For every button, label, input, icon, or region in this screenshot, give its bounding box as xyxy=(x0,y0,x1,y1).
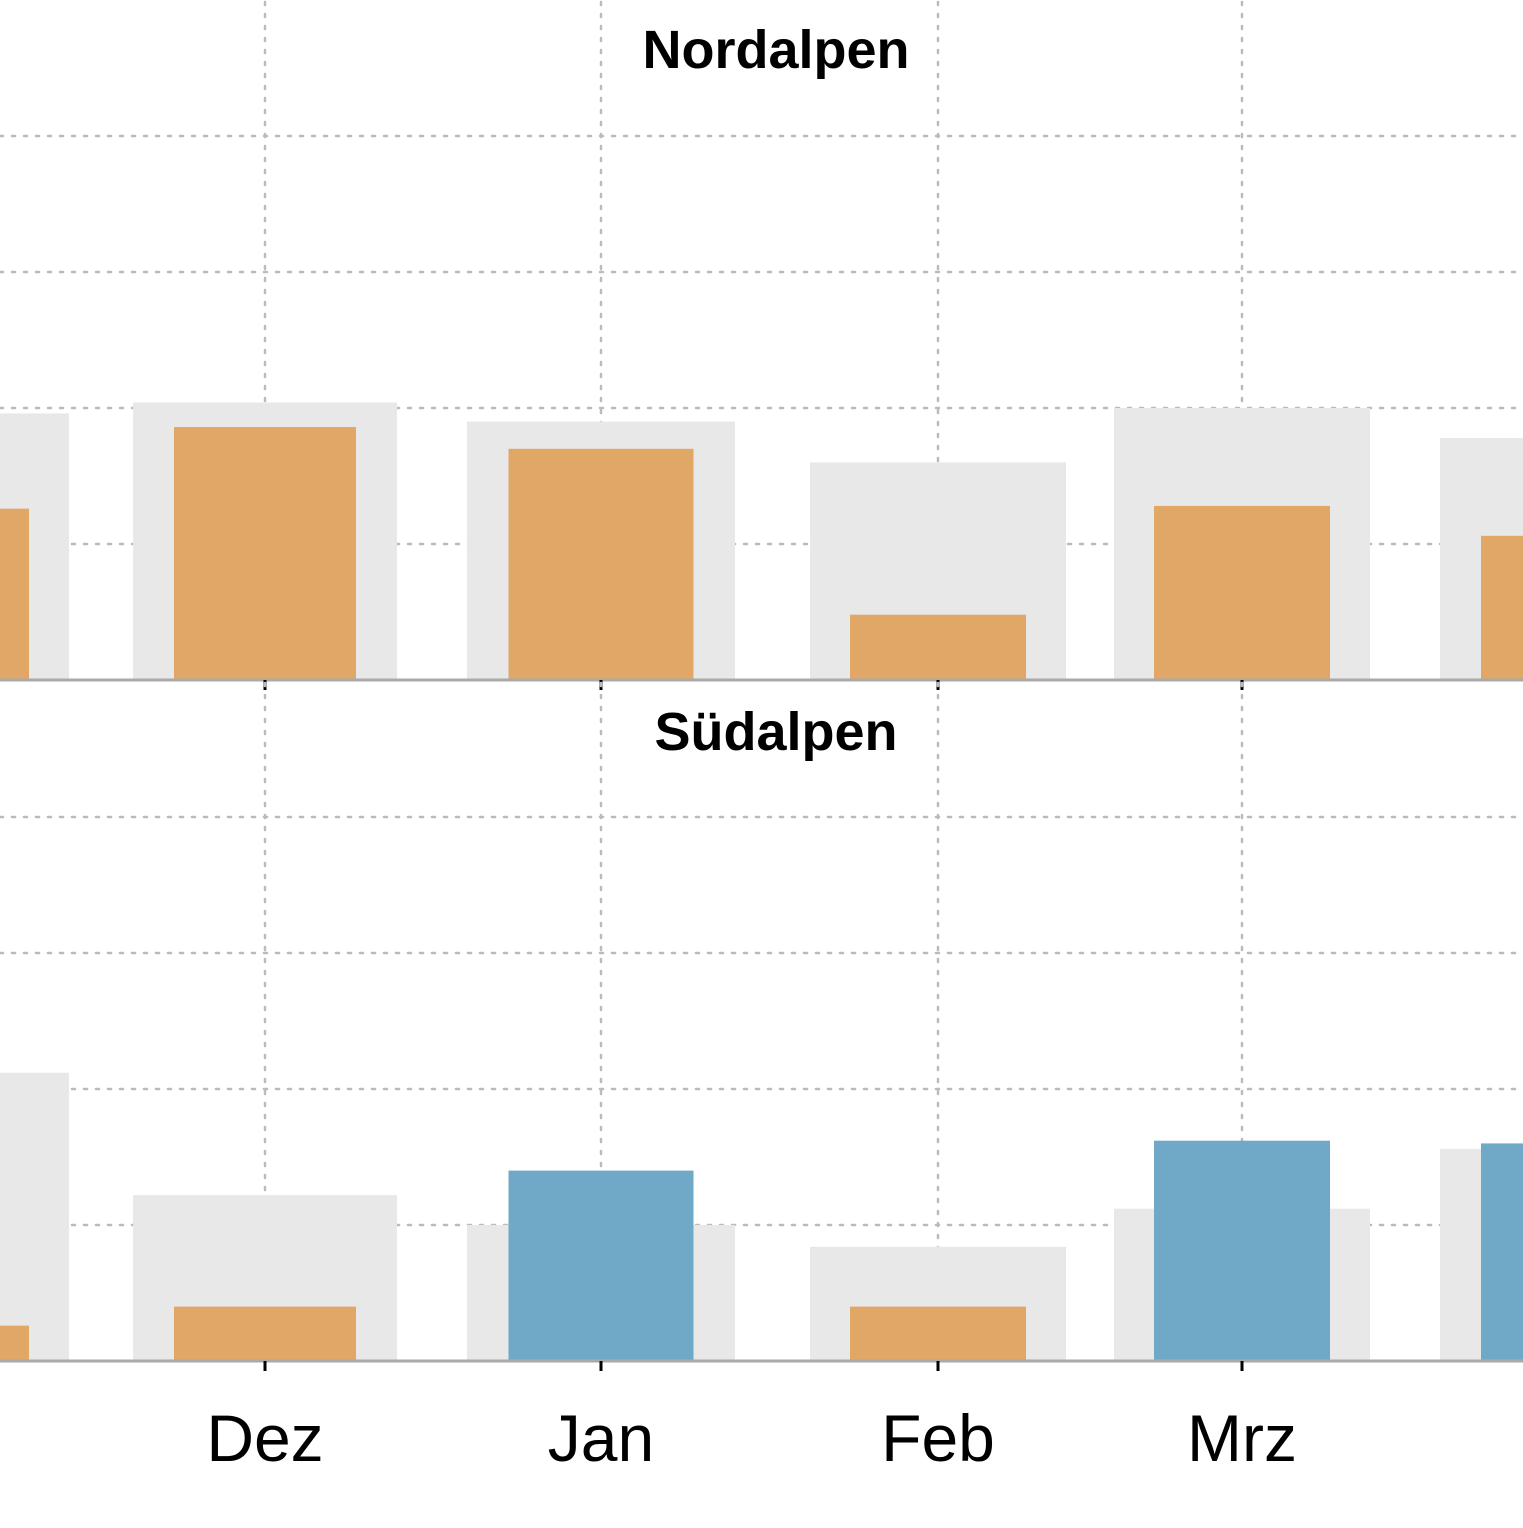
bar-current xyxy=(1154,505,1330,680)
bar-current xyxy=(0,1325,29,1361)
x-tick-label-dez: Dez xyxy=(206,1401,323,1475)
x-tick-label-jan: Jan xyxy=(548,1401,654,1475)
x-tick-label-feb: Feb xyxy=(881,1401,995,1475)
x-axis-tick-labels: Dez Jan Feb Mrz xyxy=(206,1401,1297,1475)
bars xyxy=(0,1072,1523,1361)
panel-title-nordalpen: Nordalpen xyxy=(642,20,909,80)
bar-current xyxy=(0,508,29,680)
bar-reference xyxy=(0,1072,69,1361)
bars xyxy=(0,402,1523,680)
bar-current xyxy=(174,1306,356,1361)
bar-current xyxy=(1481,535,1523,680)
panel-nordalpen: Nordalpen xyxy=(0,0,1523,690)
bar-current xyxy=(1154,1140,1330,1361)
bar-current xyxy=(508,1170,694,1361)
bar-current xyxy=(1481,1143,1523,1361)
x-tick-label-mrz: Mrz xyxy=(1187,1401,1297,1475)
panel-suedalpen: Südalpen xyxy=(0,681,1523,1371)
bar-current xyxy=(508,448,694,680)
panel-title-suedalpen: Südalpen xyxy=(654,702,897,762)
bar-current xyxy=(850,614,1026,680)
bar-current xyxy=(174,427,356,680)
bar-current xyxy=(850,1306,1026,1361)
